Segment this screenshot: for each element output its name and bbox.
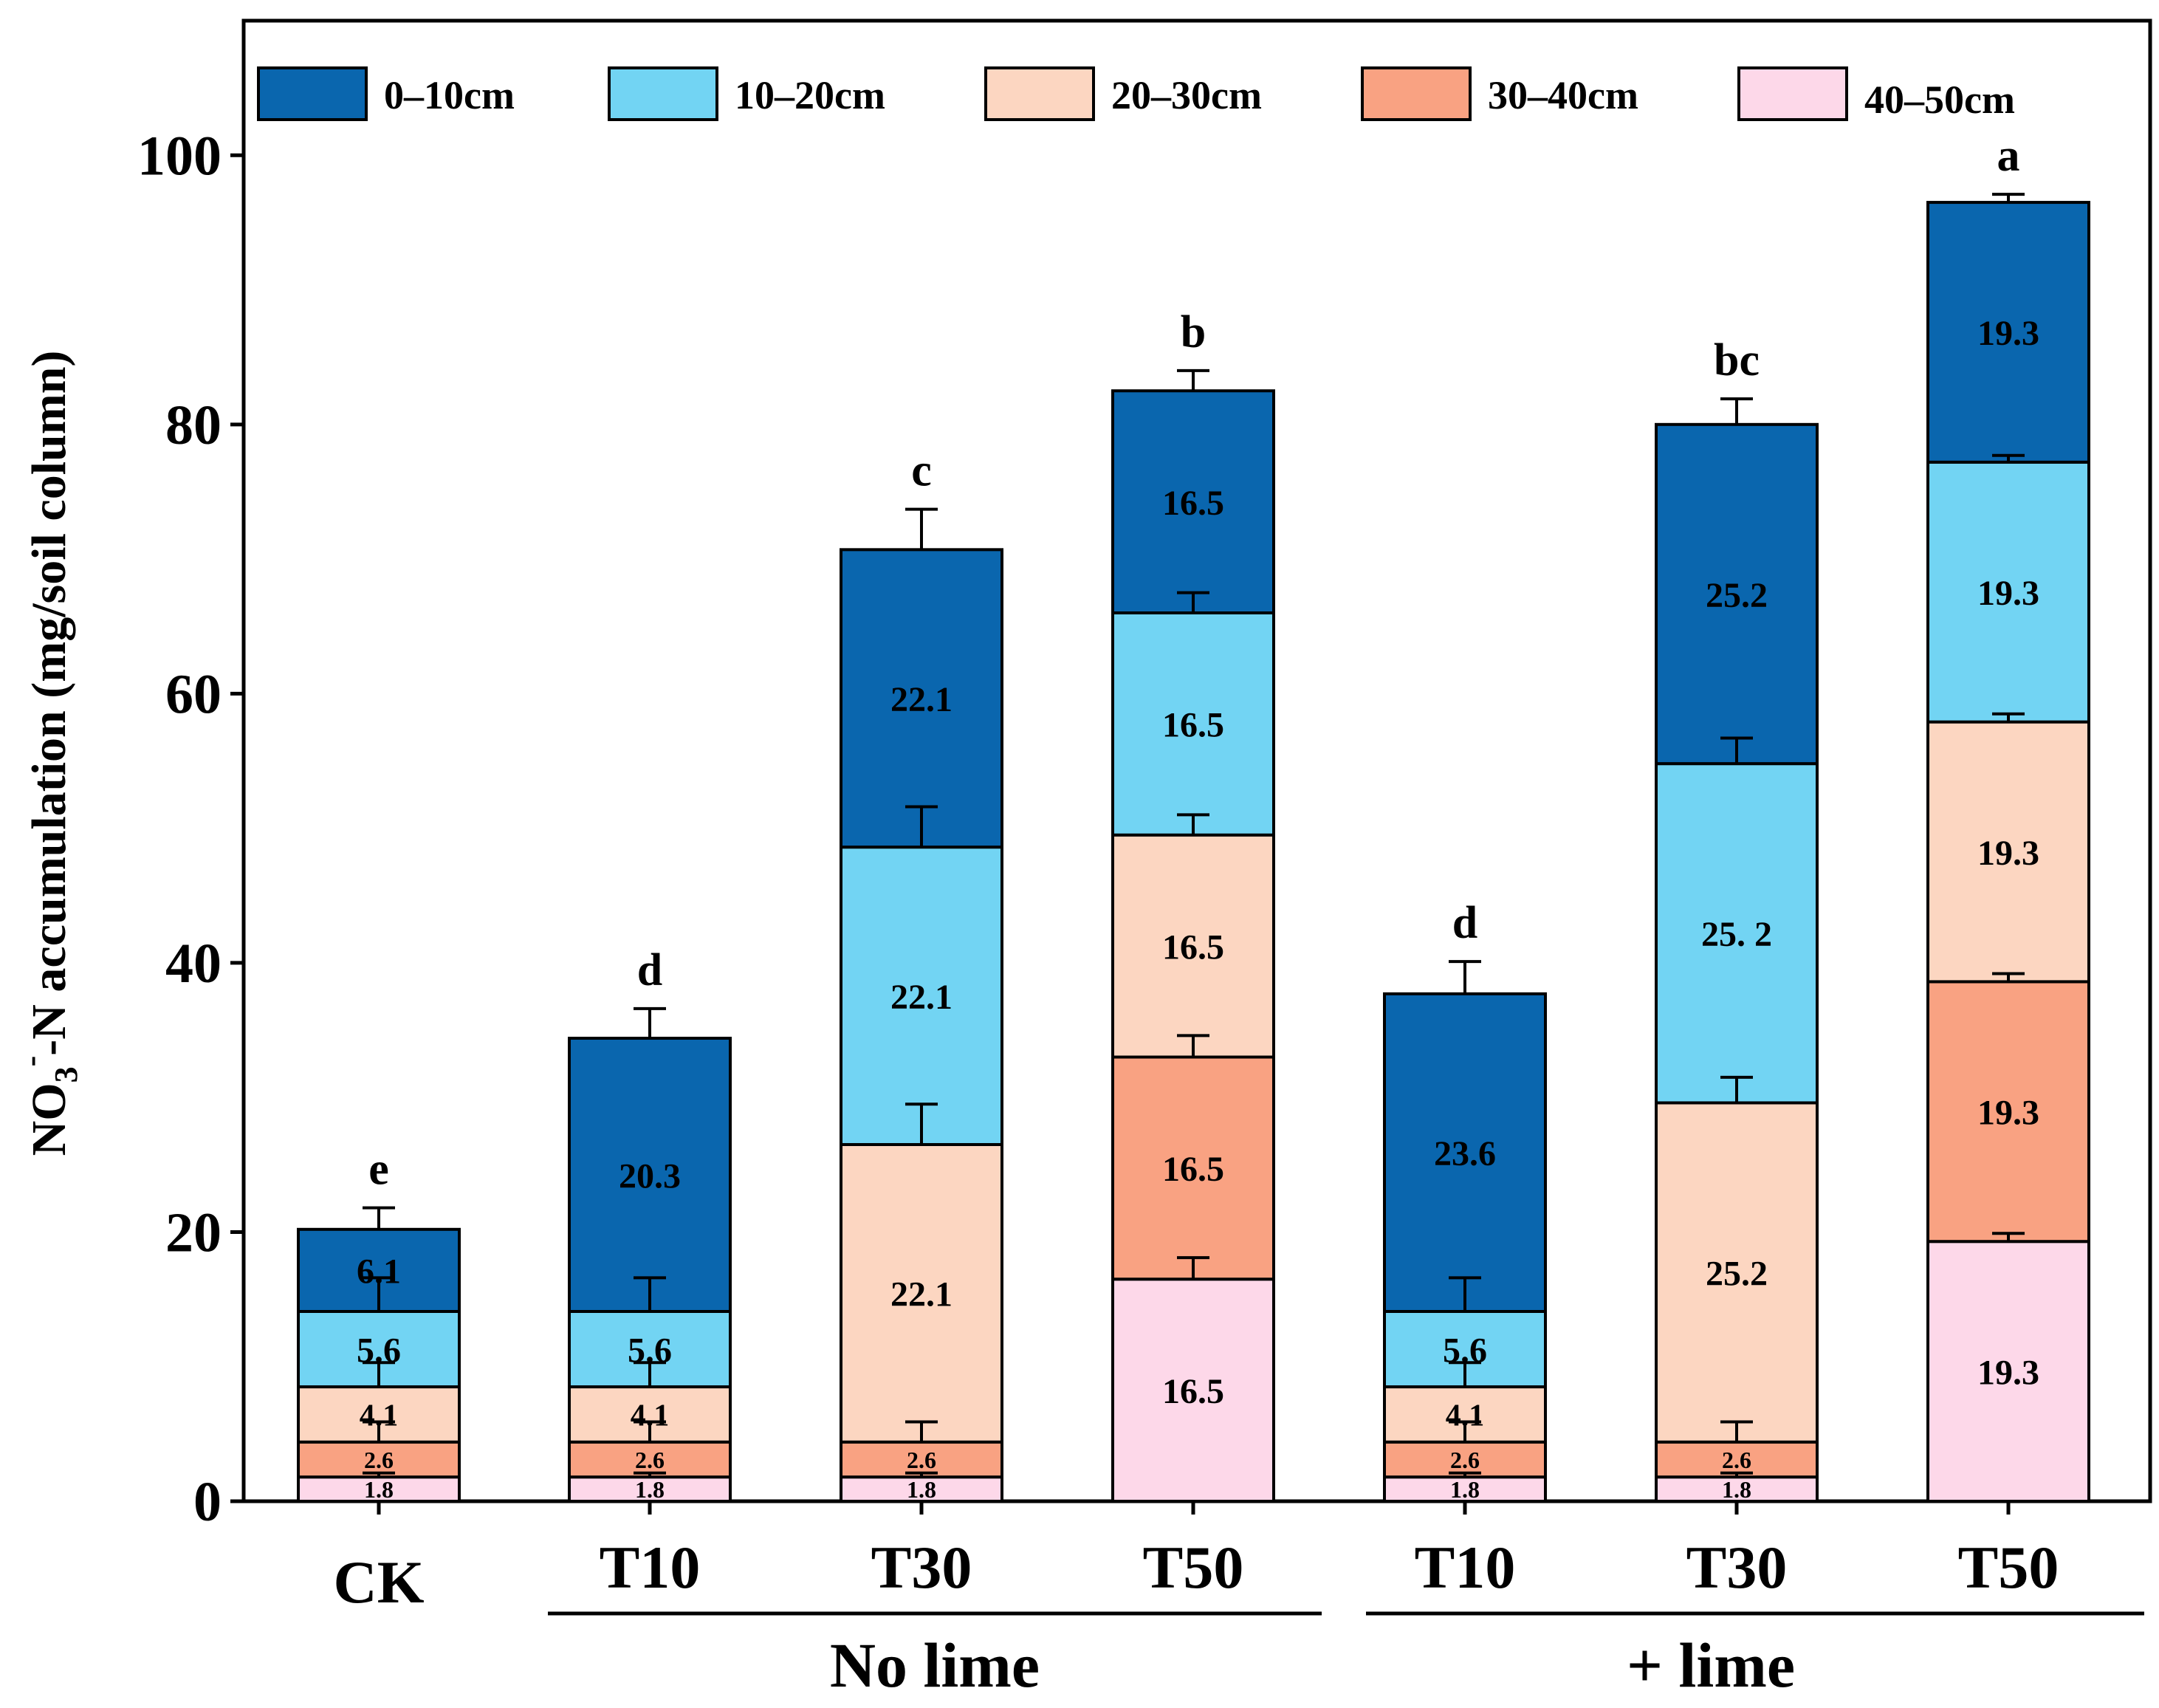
bar-segment <box>1383 992 1547 1313</box>
bar-segment <box>1926 201 2090 464</box>
significance-letter: a <box>1997 131 2020 181</box>
segment-label: 22.1 <box>890 680 952 719</box>
legend: 0–10cm 10–20cm 20–30cm 30–40cm 40–50cm <box>257 66 2015 122</box>
x-category-label: T30 <box>871 1534 972 1601</box>
bar-stack: 1.8 2.6 22.1 22.1 22.1 c <box>840 446 1003 1503</box>
bar-segment <box>1926 1240 2090 1503</box>
segment-label: 2.6 <box>1722 1447 1751 1473</box>
legend-swatch <box>984 66 1095 121</box>
segment-label: 25.2 <box>1706 1254 1768 1293</box>
segment-label: 25. 2 <box>1701 915 1772 954</box>
segment-label: 25.2 <box>1706 576 1768 615</box>
significance-letter: d <box>637 945 662 995</box>
segment-label: 23.6 <box>1434 1134 1496 1173</box>
bars-layer: 1.82.64.15.66.1e1.82.64.15.620.3d1.82.62… <box>297 131 2090 1503</box>
bar-stack: 1.82.64.15.623.6d <box>1383 898 1547 1503</box>
legend-label: 0–10cm <box>384 73 515 117</box>
segment-label: 19.3 <box>1977 574 2039 613</box>
legend-swatch <box>1361 66 1472 121</box>
y-axis-title: NO3--N accumulation (mg/soil column) <box>13 351 84 1156</box>
segment-label: 20.3 <box>619 1156 681 1196</box>
legend-label: 40–50cm <box>1864 78 2015 122</box>
segment-label: 22.1 <box>890 978 952 1017</box>
bar-segment <box>1655 1101 1819 1444</box>
segment-label: 16.5 <box>1162 484 1224 523</box>
segment-label: 19.3 <box>1977 1094 2039 1133</box>
segment-label: 1.8 <box>364 1476 394 1503</box>
legend-item: 0–10cm <box>257 66 515 121</box>
legend-item: 20–30cm <box>984 66 1262 121</box>
legend-label: 20–30cm <box>1111 73 1262 117</box>
x-category-label: T30 <box>1686 1534 1788 1601</box>
legend-item: 30–40cm <box>1361 66 1638 121</box>
y-axis: 0 20 40 60 80 100 <box>137 125 244 1533</box>
segment-label: 16.5 <box>1162 706 1224 745</box>
bar-stack: 16.5 16.5 16.5 16.5 16.5 b <box>1111 307 1275 1503</box>
y-tick-label: 60 <box>165 663 222 725</box>
legend-swatch <box>1737 66 1848 121</box>
y-tick-label: 0 <box>193 1471 222 1533</box>
x-category-label: T50 <box>1958 1534 2059 1601</box>
segment-label: 1.8 <box>635 1476 665 1503</box>
segment-label: 16.5 <box>1162 927 1224 967</box>
bar-stack: 1.8 2.6 25.2 25. 2 25.2 bc <box>1655 335 1819 1503</box>
segment-label: 2.6 <box>364 1447 394 1473</box>
bar-segment <box>840 846 1003 1146</box>
bar-segment <box>1111 611 1275 837</box>
segment-label: 19.3 <box>1977 834 2039 873</box>
segment-label: 19.3 <box>1977 1353 2039 1392</box>
legend-swatch <box>257 66 368 121</box>
x-category-label: CK <box>334 1548 425 1616</box>
x-category-label: T50 <box>1143 1534 1244 1601</box>
segment-label: 2.6 <box>907 1447 936 1473</box>
bar-stack: 1.82.64.15.66.1e <box>297 1145 461 1503</box>
significance-letter: d <box>1452 898 1477 948</box>
bar-segment <box>1926 720 2090 984</box>
segment-label: 1.8 <box>1450 1476 1480 1503</box>
legend-item: 40–50cm <box>1737 66 2015 122</box>
bar-segment <box>840 1142 1003 1444</box>
y-tick-label: 100 <box>137 125 222 187</box>
segment-label: 16.5 <box>1162 1150 1224 1189</box>
bar-segment <box>568 1036 732 1313</box>
segment-label: 22.1 <box>890 1275 952 1314</box>
x-category-label: T10 <box>600 1534 701 1601</box>
bar-segment <box>1655 1440 1819 1479</box>
significance-letter: b <box>1181 307 1206 357</box>
bar-segment <box>1655 422 1819 766</box>
legend-label: 10–20cm <box>735 73 885 117</box>
segment-label: 19.3 <box>1977 314 2039 353</box>
bar-segment <box>1111 833 1275 1059</box>
x-category-label: T10 <box>1415 1534 1516 1601</box>
segment-label: 16.5 <box>1162 1372 1224 1411</box>
y-tick-label: 20 <box>165 1201 222 1263</box>
group-label: + lime <box>1627 1630 1795 1701</box>
significance-letter: e <box>368 1145 389 1195</box>
bar-segment <box>1111 1277 1275 1503</box>
legend-item: 10–20cm <box>608 66 885 121</box>
segment-label: 2.6 <box>1450 1447 1480 1473</box>
legend-label: 30–40cm <box>1488 73 1638 117</box>
segment-label: 2.6 <box>635 1447 665 1473</box>
segment-label: 1.8 <box>907 1476 936 1503</box>
bar-stack: 19.3 19.3 19.3 19.3 19.3 a <box>1926 131 2090 1503</box>
bar-segment <box>840 548 1003 849</box>
x-axis: CK T10 T30 T50 T10 T30 T50 No lime + lime <box>334 1501 2144 1701</box>
segment-label: 1.8 <box>1722 1476 1751 1503</box>
group-label: No lime <box>830 1630 1040 1701</box>
legend-swatch <box>608 66 718 121</box>
significance-letter: c <box>911 446 932 496</box>
y-tick-label: 40 <box>165 933 222 995</box>
bar-segment <box>1926 460 2090 724</box>
y-tick-label: 80 <box>165 394 222 456</box>
significance-letter: bc <box>1714 335 1760 385</box>
bar-stack: 1.82.64.15.620.3d <box>568 945 732 1503</box>
